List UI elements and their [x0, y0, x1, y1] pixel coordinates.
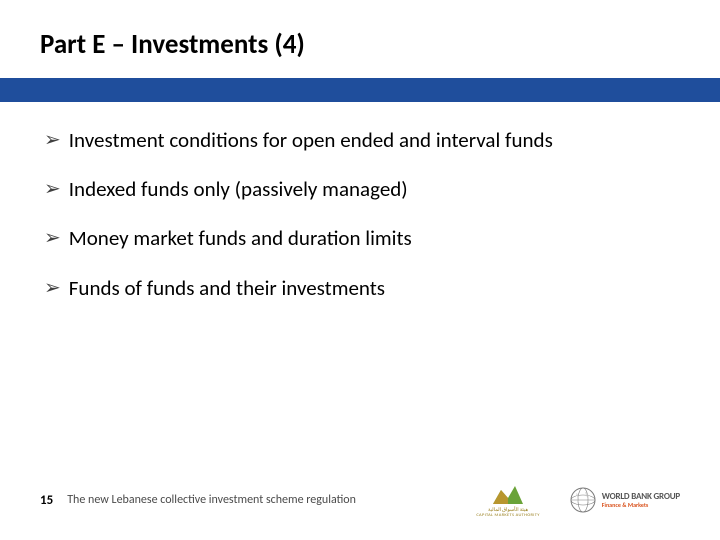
worldbank-logo: WORLD BANK GROUP Finance & Markets: [570, 487, 680, 513]
globe-icon: [570, 487, 596, 513]
worldbank-title: WORLD BANK GROUP: [602, 492, 680, 501]
cma-english-text: CAPITAL MARKETS AUTHORITY: [476, 513, 539, 518]
footer: 15 The new Lebanese collective investmen…: [40, 482, 680, 518]
arrow-icon: ➢: [44, 226, 61, 250]
worldbank-subtitle: Finance & Markets: [602, 502, 680, 508]
bullet-text: Funds of funds and their investments: [69, 276, 385, 301]
arrow-icon: ➢: [44, 128, 61, 152]
cma-logo-icon: [491, 482, 525, 506]
bullet-text: Investment conditions for open ended and…: [69, 128, 553, 153]
list-item: ➢ Investment conditions for open ended a…: [44, 128, 553, 153]
bullet-list: ➢ Investment conditions for open ended a…: [44, 128, 553, 325]
footer-subtitle: The new Lebanese collective investment s…: [67, 493, 356, 507]
bullet-text: Money market funds and duration limits: [69, 226, 412, 251]
worldbank-text: WORLD BANK GROUP Finance & Markets: [602, 492, 680, 508]
page-number: 15: [40, 493, 53, 508]
cma-logo: هيئة الأسواق المالية CAPITAL MARKETS AUT…: [476, 482, 539, 518]
accent-bar: [0, 78, 720, 102]
list-item: ➢ Indexed funds only (passively managed): [44, 177, 553, 202]
list-item: ➢ Funds of funds and their investments: [44, 276, 553, 301]
slide-title: Part E – Investments (4): [40, 28, 305, 61]
footer-left: 15 The new Lebanese collective investmen…: [40, 493, 356, 508]
arrow-icon: ➢: [44, 177, 61, 201]
bullet-text: Indexed funds only (passively managed): [69, 177, 408, 202]
list-item: ➢ Money market funds and duration limits: [44, 226, 553, 251]
footer-logos: هيئة الأسواق المالية CAPITAL MARKETS AUT…: [476, 482, 680, 518]
arrow-icon: ➢: [44, 276, 61, 300]
